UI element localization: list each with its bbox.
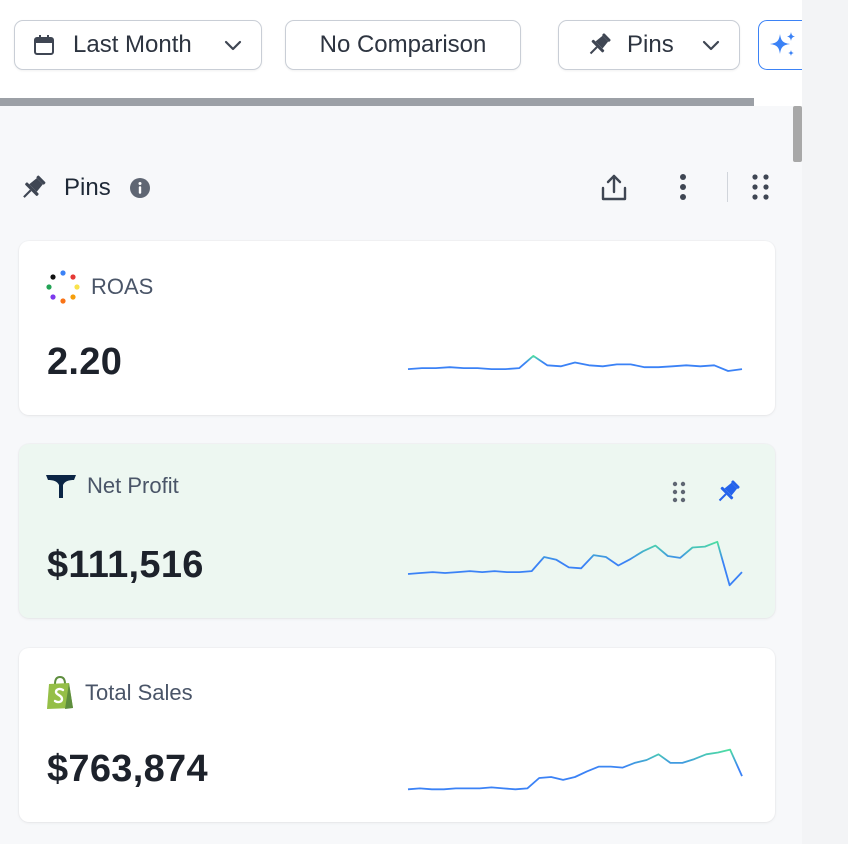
chevron-down-icon <box>702 40 720 51</box>
side-gutter <box>802 0 848 844</box>
sparkline-chart <box>407 354 743 372</box>
calendar-icon <box>34 35 54 55</box>
card-title: ROAS <box>91 274 154 299</box>
comparison-button[interactable]: No Comparison <box>285 20 521 70</box>
section-title: Pins <box>64 174 111 201</box>
whale-logo-icon <box>46 475 76 498</box>
card-title: Net Profit <box>87 473 179 498</box>
card-value: $111,516 <box>47 544 204 586</box>
sparkline-chart <box>407 540 743 587</box>
card-header: Net Profit <box>45 472 179 500</box>
loading-progress-bar <box>0 98 754 106</box>
metric-card-net-profit[interactable]: Net Profit $111,516 <box>19 444 775 618</box>
info-icon[interactable] <box>129 177 151 199</box>
metric-card-total-sales[interactable]: Total Sales $763,874 <box>19 648 775 822</box>
chevron-down-icon <box>224 40 242 51</box>
card-value: 2.20 <box>47 341 123 383</box>
pinned-icon[interactable] <box>714 478 742 506</box>
share-icon[interactable] <box>598 172 630 204</box>
metric-card-roas[interactable]: ROAS 2.20 <box>19 241 775 415</box>
shopify-bag-icon <box>47 676 73 709</box>
section-header: Pins <box>18 170 151 206</box>
loading-progress-fill <box>0 98 754 106</box>
filter-toolbar: Last Month No Comparison Pins <box>0 0 818 100</box>
scrollbar-thumb[interactable] <box>793 106 802 162</box>
more-vertical-icon[interactable] <box>673 172 693 204</box>
date-range-button[interactable]: Last Month <box>14 20 262 70</box>
pin-icon <box>589 33 611 55</box>
pin-icon <box>23 175 46 198</box>
roas-dots-icon <box>46 270 80 304</box>
card-title: Total Sales <box>85 680 193 705</box>
card-header: Total Sales <box>45 676 193 710</box>
date-range-label: Last Month <box>73 31 192 58</box>
sparkline-path <box>407 354 743 372</box>
card-value: $763,874 <box>47 748 208 790</box>
comparison-label: No Comparison <box>319 31 487 58</box>
drag-handle-icon[interactable] <box>669 480 689 504</box>
header-divider <box>727 172 728 202</box>
pins-dropdown-button[interactable]: Pins <box>558 20 740 70</box>
sparkle-icon <box>770 32 795 56</box>
sparkline-chart <box>407 748 743 791</box>
pins-label: Pins <box>627 31 674 58</box>
drag-grid-icon[interactable] <box>748 172 774 204</box>
sparkline-path <box>407 748 743 791</box>
card-header: ROAS <box>45 269 153 305</box>
sparkline-path <box>407 540 743 587</box>
